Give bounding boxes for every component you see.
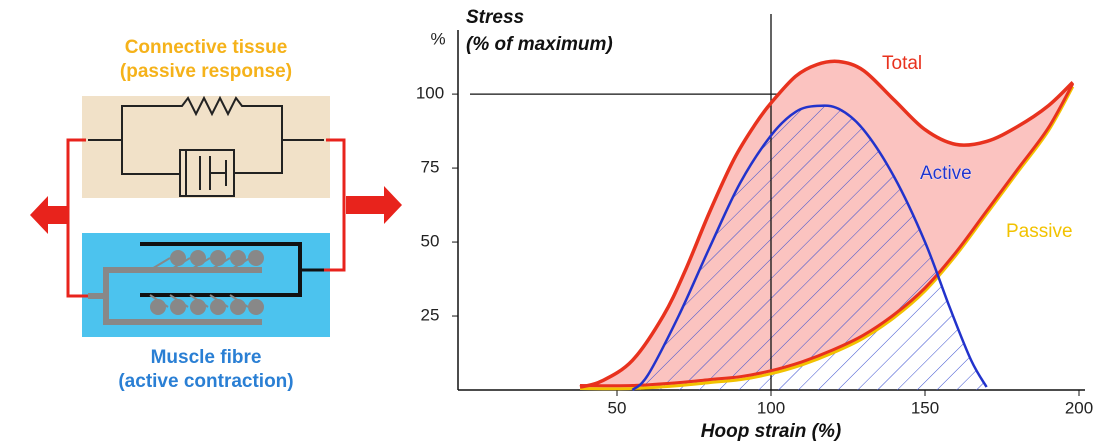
y-tick-label: 50 [421,232,440,251]
series-line [631,104,988,391]
series-label: Passive [1006,221,1073,242]
spring-dashpot [88,95,324,197]
series-line [579,85,1075,391]
x-tick-label: 50 [608,398,627,417]
series-line [579,59,1075,389]
y-unit: % [430,29,445,48]
muscle-model: Connective tissue (passive response) Mus… [30,37,402,392]
x-tick-label: 150 [911,398,939,417]
x-axis-label: Hoop strain (%) [701,421,841,442]
x-tick-label: 100 [757,398,785,417]
y-tick-label: 100 [416,84,444,103]
y-tick-label: 25 [421,306,440,325]
arrow-right [346,186,402,224]
total-lower-edge [579,82,1075,388]
connective-label: (passive response) [120,61,292,82]
chart-title: Stress [466,7,524,28]
series-label: Total [882,53,922,74]
x-tick-label: 200 [1065,398,1093,417]
muscle-label: Muscle fibre [151,347,262,368]
y-tick-label: 75 [421,158,440,177]
active-hatch [632,105,987,391]
chart-subtitle: (% of maximum) [466,34,613,55]
connective-box [82,96,330,198]
series-label: Active [920,163,972,184]
connective-label: Connective tissue [125,37,288,58]
arrow-left [30,196,68,234]
muscle-label: (active contraction) [118,371,293,392]
muscle-drawing [88,242,324,325]
